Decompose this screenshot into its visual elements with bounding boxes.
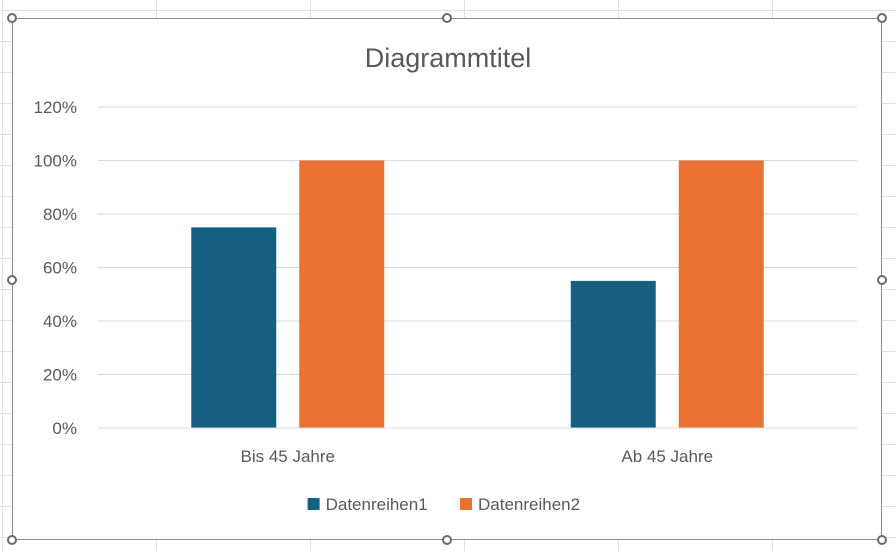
legend-label-2: Datenreihen2	[478, 495, 580, 514]
x-tick-label: Ab 45 Jahre	[621, 447, 713, 466]
legend[interactable]: Datenreihen1 Datenreihen2	[307, 495, 580, 514]
legend-swatch-1	[307, 498, 320, 510]
bar-1-2[interactable]	[570, 280, 656, 428]
y-tick-label: 40%	[43, 312, 77, 331]
resize-handle-bottom-right[interactable]	[877, 535, 887, 545]
resize-handle-middle-right[interactable]	[877, 275, 887, 285]
chart-title[interactable]: Diagrammtitel	[365, 43, 532, 73]
y-tick-label: 100%	[34, 152, 77, 171]
resize-handle-top-center[interactable]	[442, 13, 452, 23]
bars	[191, 160, 764, 429]
bar-2-1[interactable]	[299, 160, 385, 429]
y-tick-label: 0%	[52, 419, 77, 438]
resize-handle-bottom-center[interactable]	[442, 535, 452, 545]
legend-swatch-2	[460, 498, 472, 510]
y-tick-label: 80%	[43, 205, 77, 224]
resize-handle-top-left[interactable]	[7, 13, 17, 23]
x-axis-tick-labels: Bis 45 Jahre Ab 45 Jahre	[241, 447, 714, 466]
y-tick-label: 60%	[43, 259, 77, 278]
resize-handle-middle-left[interactable]	[7, 275, 17, 285]
bar-1-1[interactable]	[191, 227, 277, 428]
legend-label-1: Datenreihen1	[326, 495, 428, 514]
resize-handle-top-right[interactable]	[877, 13, 887, 23]
y-tick-label: 20%	[43, 366, 77, 385]
x-tick-label: Bis 45 Jahre	[241, 447, 336, 466]
y-tick-label: 120%	[34, 98, 77, 117]
bar-2-2[interactable]	[678, 160, 764, 429]
resize-handle-bottom-left[interactable]	[7, 535, 17, 545]
y-axis-tick-labels: 0% 20% 40% 60% 80% 100% 120%	[34, 98, 77, 438]
